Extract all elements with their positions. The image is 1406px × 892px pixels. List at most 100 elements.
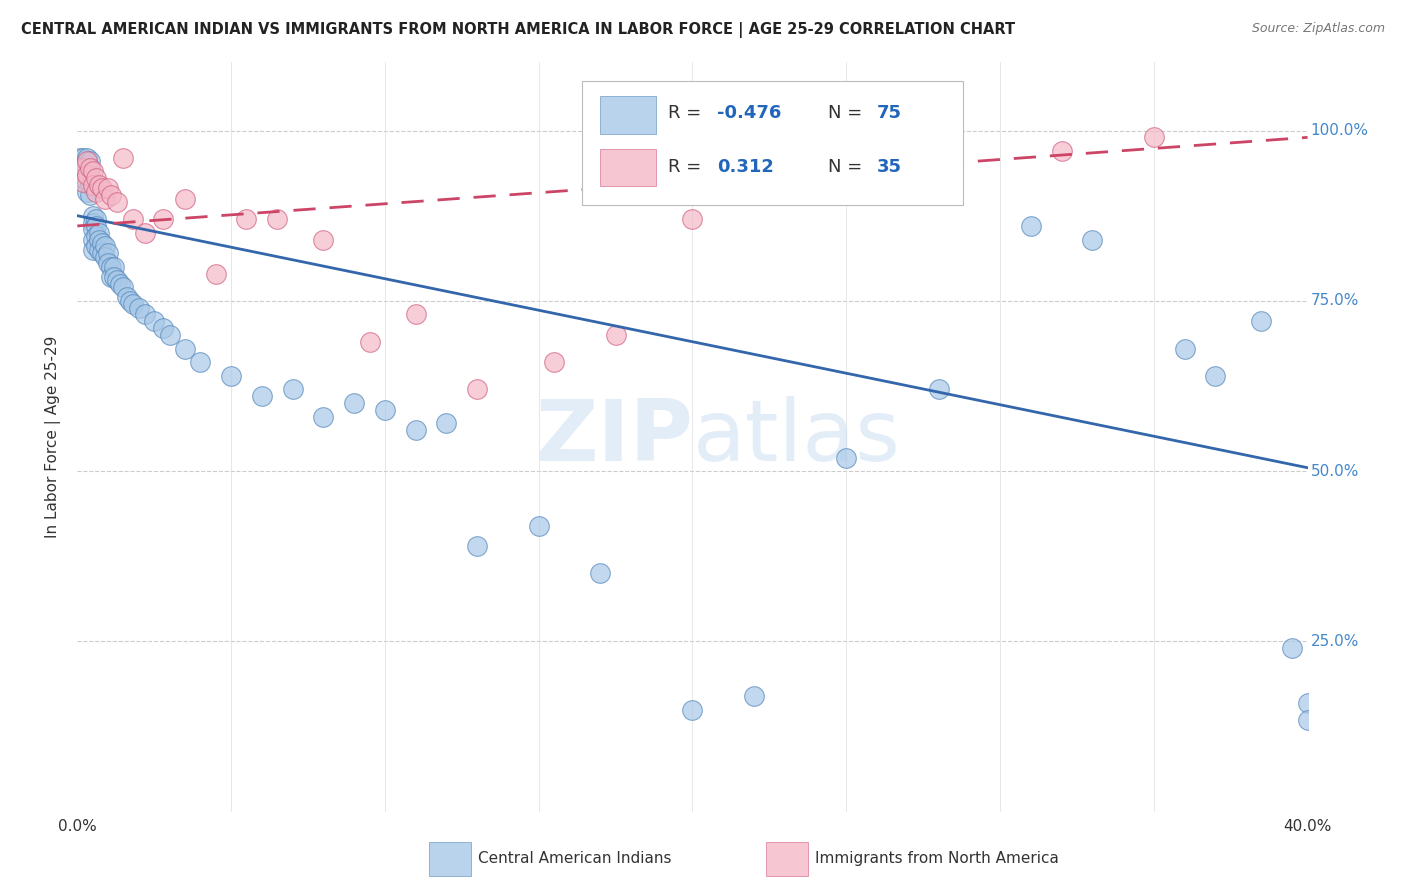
- Point: [82, 222, 104, 236]
- Point: [374, 402, 396, 417]
- Point: [76, 154, 98, 169]
- Text: 75.0%: 75.0%: [1310, 293, 1358, 309]
- Point: [134, 308, 156, 322]
- Point: [87, 243, 110, 257]
- Text: Immigrants from North America: Immigrants from North America: [815, 852, 1059, 866]
- Point: [112, 280, 135, 294]
- Point: [76, 185, 98, 199]
- Point: [1281, 641, 1303, 656]
- Bar: [600, 96, 655, 134]
- Point: [128, 301, 150, 315]
- Point: [90, 235, 114, 250]
- Point: [589, 566, 612, 581]
- Point: [112, 151, 135, 165]
- Point: [152, 212, 174, 227]
- FancyBboxPatch shape: [582, 81, 963, 205]
- Point: [84, 212, 107, 227]
- Text: atlas: atlas: [693, 395, 900, 479]
- Point: [82, 164, 104, 178]
- Point: [174, 192, 197, 206]
- Point: [204, 267, 226, 281]
- Point: [82, 215, 104, 229]
- Text: R =: R =: [668, 159, 707, 177]
- Point: [103, 270, 125, 285]
- Point: [405, 308, 427, 322]
- Point: [105, 273, 128, 287]
- Point: [1143, 130, 1166, 145]
- Point: [82, 209, 104, 223]
- Point: [79, 188, 101, 202]
- Text: N =: N =: [828, 159, 868, 177]
- Point: [94, 239, 117, 253]
- Point: [928, 383, 950, 397]
- Point: [188, 355, 212, 369]
- Point: [79, 178, 101, 192]
- Point: [804, 164, 827, 178]
- Point: [359, 334, 381, 349]
- Text: Central American Indians: Central American Indians: [478, 852, 672, 866]
- Point: [84, 229, 107, 244]
- Text: Source: ZipAtlas.com: Source: ZipAtlas.com: [1251, 22, 1385, 36]
- Point: [835, 450, 858, 465]
- Point: [82, 233, 104, 247]
- Point: [928, 178, 950, 192]
- Point: [69, 171, 91, 186]
- Point: [742, 689, 765, 703]
- Text: ZIP: ZIP: [534, 395, 693, 479]
- Point: [69, 164, 91, 178]
- Text: 25.0%: 25.0%: [1310, 634, 1358, 648]
- Point: [72, 161, 94, 175]
- Text: 35: 35: [877, 159, 903, 177]
- Text: 0.312: 0.312: [717, 159, 773, 177]
- Point: [79, 161, 101, 175]
- Text: R =: R =: [668, 104, 707, 122]
- Point: [235, 212, 257, 227]
- Point: [134, 226, 156, 240]
- Point: [250, 389, 273, 403]
- Text: -0.476: -0.476: [717, 104, 782, 122]
- Point: [159, 327, 181, 342]
- Point: [1019, 219, 1042, 233]
- Point: [682, 212, 704, 227]
- Point: [266, 212, 288, 227]
- Point: [118, 293, 141, 308]
- Point: [465, 539, 488, 553]
- Point: [465, 383, 488, 397]
- Point: [100, 260, 122, 274]
- Point: [1296, 713, 1319, 727]
- Text: 100.0%: 100.0%: [1310, 123, 1368, 138]
- Point: [110, 277, 132, 291]
- Text: CENTRAL AMERICAN INDIAN VS IMMIGRANTS FROM NORTH AMERICA IN LABOR FORCE | AGE 25: CENTRAL AMERICAN INDIAN VS IMMIGRANTS FR…: [21, 22, 1015, 38]
- Point: [76, 151, 98, 165]
- Point: [174, 342, 197, 356]
- Point: [97, 256, 120, 270]
- Bar: [600, 149, 655, 186]
- Point: [72, 175, 94, 189]
- Point: [121, 212, 143, 227]
- Text: 75: 75: [877, 104, 903, 122]
- Point: [76, 158, 98, 172]
- Point: [682, 702, 704, 716]
- Point: [84, 239, 107, 253]
- Point: [90, 181, 114, 195]
- Point: [82, 243, 104, 257]
- Point: [72, 151, 94, 165]
- Point: [79, 168, 101, 182]
- Point: [115, 290, 138, 304]
- Point: [69, 161, 91, 175]
- Point: [84, 185, 107, 199]
- Point: [87, 178, 110, 192]
- Point: [143, 314, 166, 328]
- Point: [84, 219, 107, 233]
- Point: [97, 246, 120, 260]
- Point: [72, 158, 94, 172]
- Point: [79, 161, 101, 175]
- Point: [100, 270, 122, 285]
- Point: [1050, 144, 1073, 158]
- Point: [72, 164, 94, 178]
- Point: [436, 417, 458, 431]
- Point: [72, 171, 94, 186]
- Point: [1296, 696, 1319, 710]
- Y-axis label: In Labor Force | Age 25-29: In Labor Force | Age 25-29: [45, 336, 62, 538]
- Point: [76, 168, 98, 182]
